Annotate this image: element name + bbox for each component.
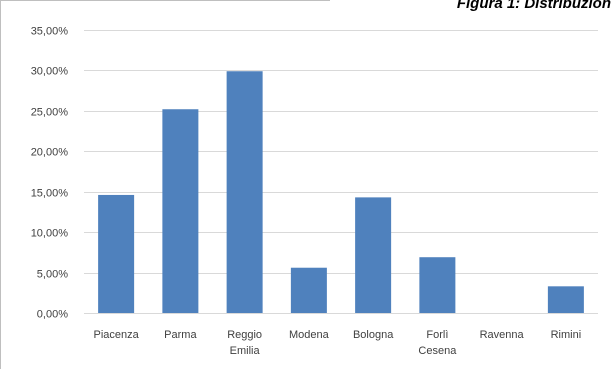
x-tick-label: Cesena xyxy=(418,345,457,357)
x-tick-label: Parma xyxy=(164,329,197,341)
y-axis-tick-labels: 0,00% 5,00% 10,00% 15,00% 20,00% 25,00% 30,00%… xyxy=(31,26,69,321)
x-tick-label: Rimini xyxy=(551,329,582,341)
bar xyxy=(419,257,456,313)
x-tick-label: Emilia xyxy=(230,345,261,357)
y-tick-label: 15,00% xyxy=(31,188,69,200)
bar xyxy=(226,71,263,313)
bar xyxy=(98,194,135,313)
bar xyxy=(355,197,392,313)
bars xyxy=(98,71,584,314)
y-tick-label: 10,00% xyxy=(31,228,69,240)
y-tick-label: 0,00% xyxy=(37,309,68,321)
y-tick-label: 20,00% xyxy=(31,147,69,159)
gridlines xyxy=(84,30,598,314)
x-axis-tick-labels: Piacenza Parma Reggio Emilia Modena Bologna Fo… xyxy=(93,329,581,357)
chart-title: Figura 1: Distribuzion xyxy=(456,0,611,12)
y-tick-label: 25,00% xyxy=(31,107,69,119)
bar xyxy=(547,286,584,313)
y-tick-label: 5,00% xyxy=(37,269,68,281)
x-tick-label: Forlì xyxy=(426,329,448,341)
x-tick-label: Reggio xyxy=(227,329,262,341)
x-tick-label: Bologna xyxy=(353,329,394,341)
bar xyxy=(290,267,327,313)
y-tick-label: 30,00% xyxy=(31,66,69,78)
chart-border-left xyxy=(0,0,1,369)
x-tick-label: Modena xyxy=(289,329,330,341)
bar xyxy=(162,109,199,314)
chart-border-top xyxy=(0,0,330,1)
x-tick-label: Piacenza xyxy=(93,329,139,341)
x-tick-label: Ravenna xyxy=(480,329,525,341)
y-tick-label: 35,00% xyxy=(31,26,69,38)
